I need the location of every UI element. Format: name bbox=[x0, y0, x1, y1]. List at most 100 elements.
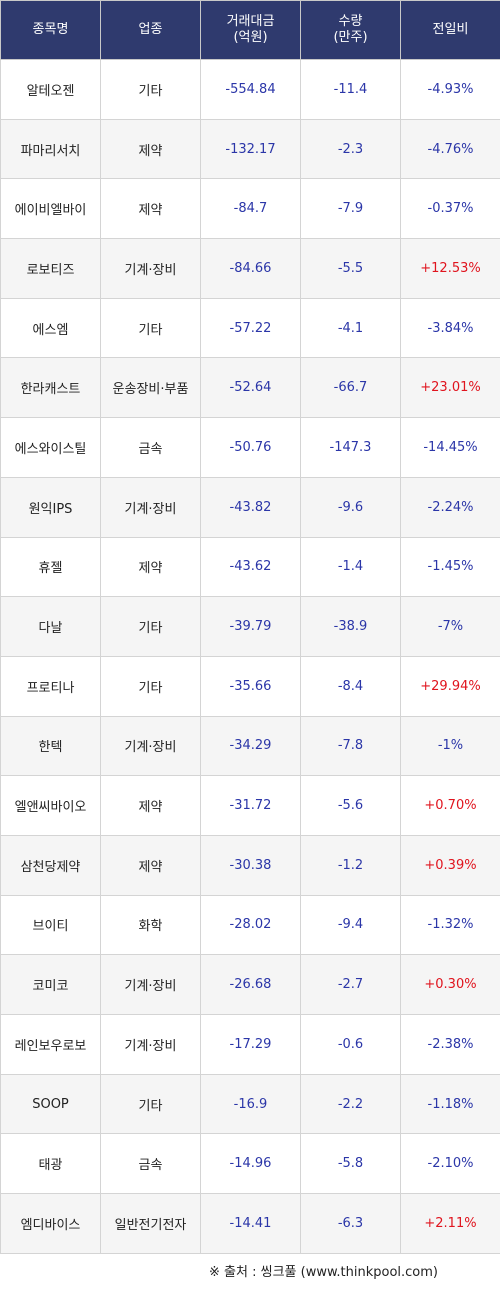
cell-amount: -28.02 bbox=[200, 894, 301, 956]
cell-change: -4.76% bbox=[400, 118, 500, 180]
cell-name: 코미코 bbox=[0, 954, 101, 1015]
table-row: 파마리서치 제약 -132.17 -2.3 -4.76% bbox=[0, 118, 500, 180]
cell-change: +0.39% bbox=[400, 834, 500, 896]
cell-volume: -1.2 bbox=[300, 834, 401, 896]
header-row: 종목명 업종 거래대금 (억원) 수량 (만주) 전일비 bbox=[0, 0, 500, 60]
cell-sector: 제약 bbox=[100, 178, 201, 240]
cell-sector: 기계·장비 bbox=[100, 954, 201, 1015]
cell-name: 에스와이스틸 bbox=[0, 417, 101, 478]
table-row: 엠디바이스 일반전기전자 -14.41 -6.3 +2.11% bbox=[0, 1193, 500, 1254]
table-row: 다날 기타 -39.79 -38.9 -7% bbox=[0, 596, 500, 657]
cell-sector: 금속 bbox=[100, 1133, 201, 1195]
cell-sector: 기계·장비 bbox=[100, 715, 201, 777]
table-header: 종목명 업종 거래대금 (억원) 수량 (만주) 전일비 bbox=[0, 0, 500, 60]
cell-volume: -5.6 bbox=[300, 775, 401, 836]
cell-change: +12.53% bbox=[400, 238, 500, 299]
table-row: SOOP 기타 -16.9 -2.2 -1.18% bbox=[0, 1073, 500, 1135]
cell-change: -2.38% bbox=[400, 1014, 500, 1075]
cell-name: 엠디바이스 bbox=[0, 1193, 101, 1254]
cell-sector: 일반전기전자 bbox=[100, 1193, 201, 1254]
cell-volume: -9.6 bbox=[300, 476, 401, 538]
cell-sector: 기계·장비 bbox=[100, 238, 201, 299]
header-name: 종목명 bbox=[0, 0, 101, 60]
cell-change: -3.84% bbox=[400, 297, 500, 359]
cell-volume: -66.7 bbox=[300, 357, 401, 419]
cell-amount: -50.76 bbox=[200, 417, 301, 478]
source-note: ※ 출처 : 씽크풀 (www.thinkpool.com) bbox=[209, 1265, 438, 1280]
cell-volume: -9.4 bbox=[300, 894, 401, 956]
cell-amount: -30.38 bbox=[200, 834, 301, 896]
cell-change: +2.11% bbox=[400, 1193, 500, 1254]
cell-change: -7% bbox=[400, 596, 500, 657]
cell-sector: 기타 bbox=[100, 655, 201, 717]
table-body: 알테오젠 기타 -554.84 -11.4 -4.93% 파마리서치 제약 -132.17 -2… bbox=[0, 59, 500, 1254]
cell-name: 에스엠 bbox=[0, 297, 101, 359]
cell-volume: -38.9 bbox=[300, 596, 401, 657]
cell-name: 삼천당제약 bbox=[0, 834, 101, 896]
cell-change: +0.70% bbox=[400, 775, 500, 836]
cell-change: -14.45% bbox=[400, 417, 500, 478]
cell-volume: -1.4 bbox=[300, 536, 401, 598]
cell-change: -1.18% bbox=[400, 1073, 500, 1135]
cell-sector: 제약 bbox=[100, 118, 201, 180]
cell-amount: -31.72 bbox=[200, 775, 301, 836]
cell-volume: -5.8 bbox=[300, 1133, 401, 1195]
cell-name: 원익IPS bbox=[0, 476, 101, 538]
cell-amount: -132.17 bbox=[200, 118, 301, 180]
cell-name: 에이비엘바이 bbox=[0, 178, 101, 240]
stock-table: 종목명 업종 거래대금 (억원) 수량 (만주) 전일비 알테오젠 기타 -554.… bbox=[0, 0, 500, 1254]
cell-amount: -57.22 bbox=[200, 297, 301, 359]
cell-amount: -43.62 bbox=[200, 536, 301, 598]
table-row: 브이티 화학 -28.02 -9.4 -1.32% bbox=[0, 894, 500, 956]
table-row: 엘앤씨바이오 제약 -31.72 -5.6 +0.70% bbox=[0, 775, 500, 836]
header-sector: 업종 bbox=[100, 0, 201, 60]
table-row: 알테오젠 기타 -554.84 -11.4 -4.93% bbox=[0, 59, 500, 120]
cell-amount: -84.66 bbox=[200, 238, 301, 299]
cell-volume: -8.4 bbox=[300, 655, 401, 717]
cell-volume: -0.6 bbox=[300, 1014, 401, 1075]
table-row: 원익IPS 기계·장비 -43.82 -9.6 -2.24% bbox=[0, 476, 500, 538]
cell-name: 다날 bbox=[0, 596, 101, 657]
cell-name: 프로티나 bbox=[0, 655, 101, 717]
cell-change: -1% bbox=[400, 715, 500, 777]
cell-name: 한라캐스트 bbox=[0, 357, 101, 419]
table-row: 에스엠 기타 -57.22 -4.1 -3.84% bbox=[0, 297, 500, 359]
header-volume: 수량 (만주) bbox=[300, 0, 401, 60]
cell-amount: -16.9 bbox=[200, 1073, 301, 1135]
cell-name: 로보티즈 bbox=[0, 238, 101, 299]
header-change: 전일비 bbox=[400, 0, 500, 60]
cell-volume: -147.3 bbox=[300, 417, 401, 478]
cell-name: 한텍 bbox=[0, 715, 101, 777]
table-row: 코미코 기계·장비 -26.68 -2.7 +0.30% bbox=[0, 954, 500, 1015]
cell-amount: -39.79 bbox=[200, 596, 301, 657]
cell-sector: 기타 bbox=[100, 596, 201, 657]
cell-sector: 금속 bbox=[100, 417, 201, 478]
cell-sector: 제약 bbox=[100, 775, 201, 836]
cell-amount: -35.66 bbox=[200, 655, 301, 717]
cell-name: SOOP bbox=[0, 1073, 101, 1135]
table-row: 에스와이스틸 금속 -50.76 -147.3 -14.45% bbox=[0, 417, 500, 478]
cell-amount: -43.82 bbox=[200, 476, 301, 538]
table-row: 프로티나 기타 -35.66 -8.4 +29.94% bbox=[0, 655, 500, 717]
cell-amount: -34.29 bbox=[200, 715, 301, 777]
cell-change: -4.93% bbox=[400, 59, 500, 120]
cell-volume: -7.8 bbox=[300, 715, 401, 777]
cell-sector: 기타 bbox=[100, 297, 201, 359]
cell-volume: -6.3 bbox=[300, 1193, 401, 1254]
table-row: 로보티즈 기계·장비 -84.66 -5.5 +12.53% bbox=[0, 238, 500, 299]
cell-name: 알테오젠 bbox=[0, 59, 101, 120]
table-row: 한라캐스트 운송장비·부품 -52.64 -66.7 +23.01% bbox=[0, 357, 500, 419]
cell-volume: -2.2 bbox=[300, 1073, 401, 1135]
cell-amount: -52.64 bbox=[200, 357, 301, 419]
cell-sector: 제약 bbox=[100, 834, 201, 896]
cell-volume: -2.3 bbox=[300, 118, 401, 180]
cell-change: -2.10% bbox=[400, 1133, 500, 1195]
cell-amount: -14.96 bbox=[200, 1133, 301, 1195]
cell-change: +0.30% bbox=[400, 954, 500, 1015]
cell-change: +29.94% bbox=[400, 655, 500, 717]
table-row: 에이비엘바이 제약 -84.7 -7.9 -0.37% bbox=[0, 178, 500, 240]
cell-sector: 기타 bbox=[100, 1073, 201, 1135]
cell-sector: 화학 bbox=[100, 894, 201, 956]
cell-volume: -2.7 bbox=[300, 954, 401, 1015]
cell-name: 파마리서치 bbox=[0, 118, 101, 180]
